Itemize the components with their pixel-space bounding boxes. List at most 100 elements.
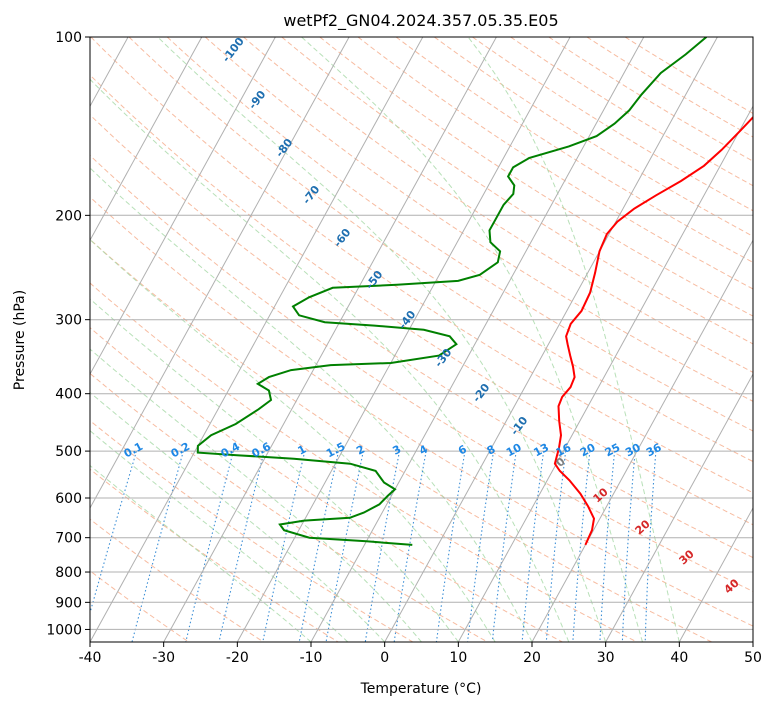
mixing-ratio-line <box>185 450 234 642</box>
y-tick-label: 800 <box>55 565 82 581</box>
y-axis-label: Pressure (hPa) <box>12 290 28 390</box>
moist-adiabat-line <box>90 464 312 642</box>
y-axis-ticks: 100 200 300 400 500 600 700 800 900 1000 <box>46 30 90 638</box>
series-group <box>196 37 753 546</box>
moist-adiabat-line <box>90 167 533 642</box>
dry-adiabat-line <box>90 282 638 642</box>
isotherm-line <box>384 37 718 642</box>
mixing-ratio-line <box>364 450 401 642</box>
mixing-ratio-label: 0.1 <box>122 440 145 461</box>
mixing-ratio-label: 1.5 <box>324 440 347 461</box>
dry-adiabat-line <box>90 238 712 642</box>
y-tick-label: 1000 <box>46 622 82 638</box>
plot-frame <box>89 36 754 643</box>
series-line-1 <box>196 37 708 546</box>
x-tick-label: 40 <box>670 650 688 666</box>
isotherm-line <box>605 373 753 642</box>
dry-adiabat-label: -90 <box>246 88 269 112</box>
mixing-ratio-label: 2 <box>354 443 367 458</box>
isotherm-line <box>90 37 350 510</box>
moist-adiabat-line <box>301 37 643 642</box>
moist-adiabat-line <box>90 298 459 642</box>
mixing-ratio-label: 13 <box>531 441 551 460</box>
y-tick-label: 700 <box>55 531 82 547</box>
mixing-ratio-label: 8 <box>485 443 498 458</box>
background-lines <box>90 37 753 642</box>
x-tick-label: 10 <box>449 650 467 666</box>
dry-adiabat-line <box>281 37 753 345</box>
mixing-ratio-label: 36 <box>644 441 664 460</box>
mixing-ratio-line <box>393 451 427 642</box>
dry-adiabat-label: -10 <box>508 414 531 438</box>
dry-adiabat-line <box>166 37 753 432</box>
isotherm-line <box>457 105 753 642</box>
mixing-ratio-line <box>545 451 567 642</box>
y-tick-label: 400 <box>55 387 82 403</box>
moist-adiabat-label: 40 <box>722 576 742 596</box>
mixing-ratio-line <box>131 450 184 642</box>
isotherm-line <box>678 506 753 642</box>
dry-adiabat-line <box>319 37 753 317</box>
y-tick-label: 600 <box>55 491 82 507</box>
mixing-ratio-line <box>621 451 636 642</box>
mixing-ratio-label: 3 <box>390 443 403 458</box>
moist-adiabat-line <box>467 37 680 642</box>
moist-adiabat-label: 0 <box>553 455 568 470</box>
mixing-ratio-label: 6 <box>456 442 469 457</box>
mixing-ratio-label: 0.2 <box>169 440 192 461</box>
mixing-ratio-label: 16 <box>554 441 574 460</box>
isotherm-line <box>90 37 203 242</box>
mixing-ratio-line <box>298 450 340 642</box>
dry-adiabat-line <box>586 37 753 138</box>
moist-adiabat-line <box>90 78 570 642</box>
x-tick-label: -20 <box>226 650 249 666</box>
x-tick-label: -30 <box>152 650 175 666</box>
dry-adiabat-line <box>510 37 753 187</box>
mixing-ratio-label: 0.4 <box>219 440 243 461</box>
x-axis-label: Temperature (°C) <box>360 681 482 697</box>
moist-adiabat-label: 20 <box>633 517 653 537</box>
moist-adiabat-line <box>90 430 349 642</box>
dry-adiabat-line <box>90 114 753 559</box>
x-tick-label: 50 <box>744 650 762 666</box>
dry-adiabat-line <box>395 37 753 263</box>
mixing-ratio-line <box>325 450 364 642</box>
mixing-ratio-line <box>435 451 466 642</box>
x-tick-label: 30 <box>597 650 615 666</box>
isotherm-line <box>752 640 753 642</box>
dry-adiabat-line <box>243 37 753 373</box>
dry-adiabat-line <box>90 518 264 642</box>
y-tick-label: 200 <box>55 208 82 224</box>
mixing-ratio-line <box>521 451 545 642</box>
mixing-ratio-line <box>218 450 265 642</box>
dry-adiabat-line <box>90 326 563 642</box>
series-line-0 <box>553 115 753 546</box>
dry-adiabat-line <box>90 196 753 627</box>
moist-adiabat-label: 30 <box>677 547 697 567</box>
moist-adiabat-line <box>157 37 607 642</box>
isotherm-line <box>310 37 645 642</box>
dry-adiabat-label: -100 <box>220 35 247 65</box>
mixing-ratio-line <box>466 451 495 642</box>
dry-adiabat-label: -50 <box>363 268 386 292</box>
moist-adiabat-label: 10 <box>591 485 611 505</box>
isotherm-line <box>163 37 497 642</box>
isotherm-line <box>90 37 424 642</box>
dry-adiabat-line <box>204 37 753 402</box>
moist-adiabat-line <box>90 391 386 642</box>
dry-adiabat-line <box>357 37 753 290</box>
mixing-ratio-label: 25 <box>603 441 623 460</box>
x-tick-label: 0 <box>380 650 389 666</box>
grid <box>90 37 753 642</box>
dry-adiabat-label: -70 <box>300 183 323 207</box>
mixing-ratio-line <box>90 450 138 615</box>
x-tick-label: -10 <box>300 650 323 666</box>
mixing-ratio-line <box>262 450 306 642</box>
mixing-ratio-line <box>491 451 517 642</box>
mixing-ratio-label: 30 <box>623 441 643 460</box>
y-tick-label: 300 <box>55 313 82 329</box>
x-tick-label: -40 <box>79 650 102 666</box>
dry-adiabat-line <box>128 37 753 463</box>
moist-adiabat-line <box>90 239 496 642</box>
